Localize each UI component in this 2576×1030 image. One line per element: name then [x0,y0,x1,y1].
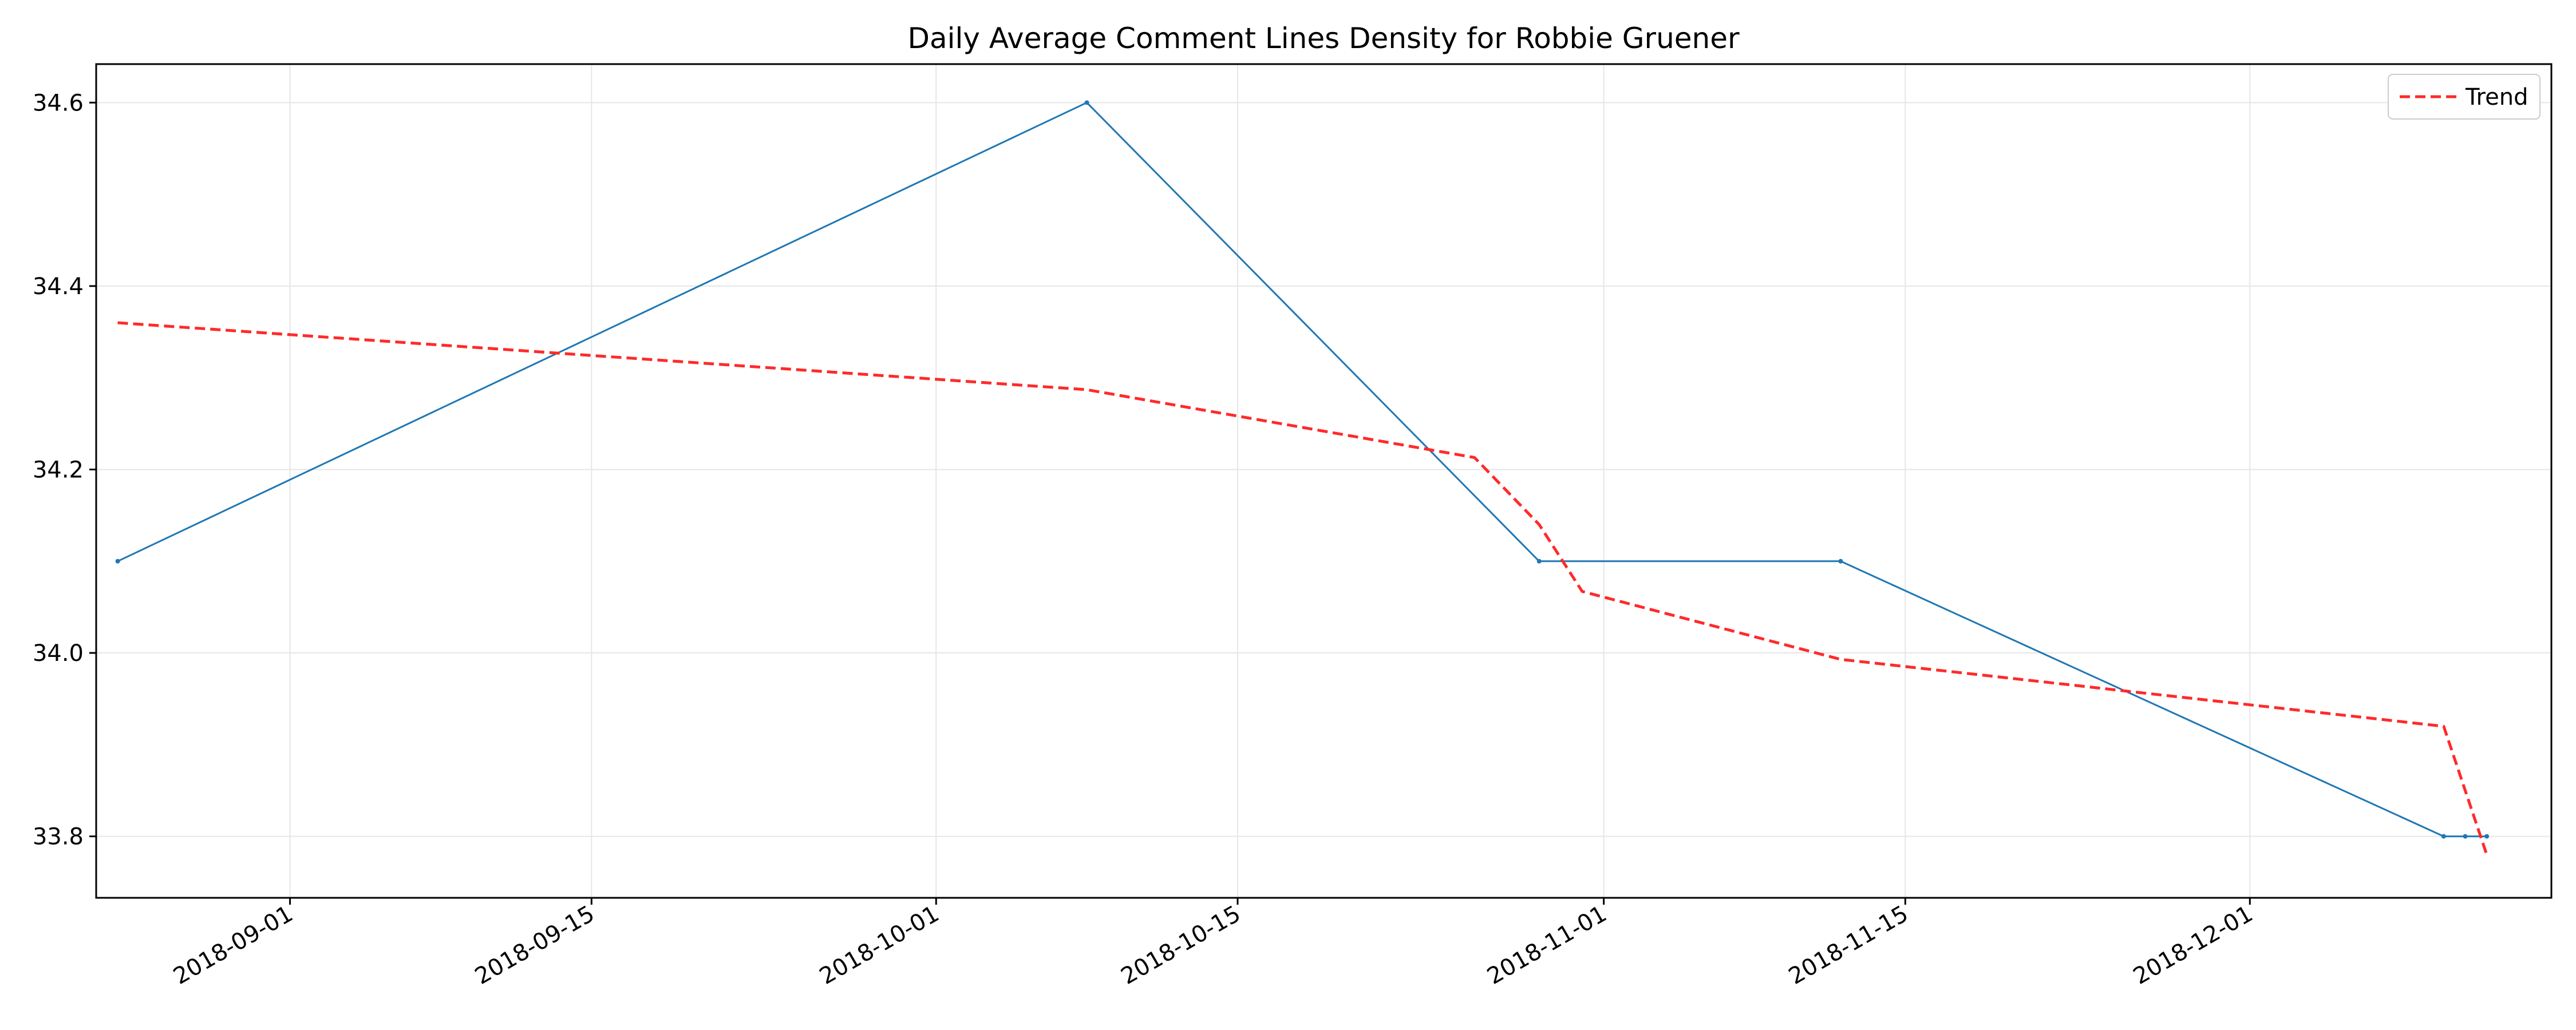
y-tick-label: 34.2 [33,457,84,483]
density-data-point [2463,834,2468,839]
density-data-point [115,558,120,564]
density-data-point [1838,558,1843,564]
x-tick-label: 2018-10-01 [815,901,943,990]
x-tick-label: 2018-09-01 [169,901,297,990]
density-data-point [2441,834,2446,839]
x-tick-label: 2018-10-15 [1117,901,1245,990]
y-tick-label: 33.8 [33,824,84,850]
chart-title: Daily Average Comment Lines Density for … [907,22,1740,55]
density-data-point [2484,834,2490,839]
density-data-point [1536,558,1542,564]
x-tick-label: 2018-11-15 [1784,901,1913,990]
y-tick-label: 34.6 [33,90,84,116]
x-tick-label: 2018-12-01 [2129,901,2257,990]
x-tick-label: 2018-11-01 [1483,901,1611,990]
grid-layer [96,64,2551,898]
tick-layer: 33.8 34.0 34.2 34.4 34.6 2018-09-01 2018-09-15… [33,90,2257,990]
legend-box [2388,74,2541,120]
legend-trend-label: Trend [2465,84,2528,110]
y-tick-label: 34.0 [33,640,84,667]
series-layer [115,100,2490,855]
density-data-point [1084,100,1089,105]
trend-series-line [117,321,2488,855]
y-tick-label: 34.4 [33,274,84,300]
plot-frame [95,63,2553,899]
x-tick-label: 2018-09-15 [471,901,599,990]
legend: Trend [2388,74,2541,120]
